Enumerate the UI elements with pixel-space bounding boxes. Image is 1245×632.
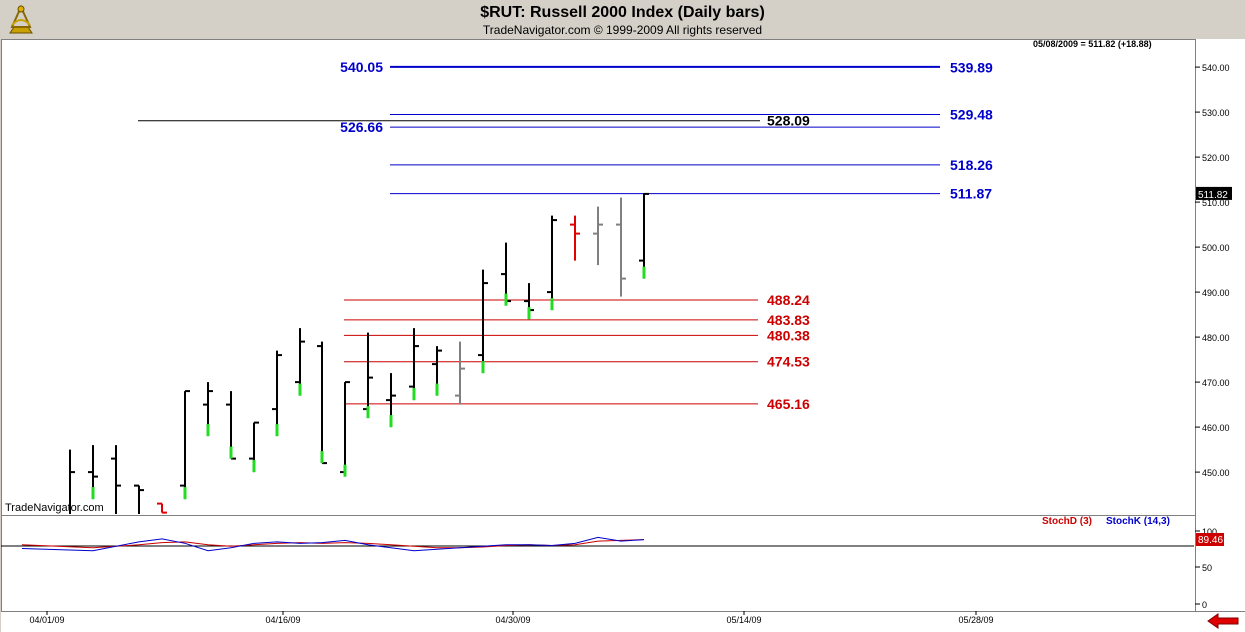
ohlc-bar <box>272 350 282 437</box>
stoch-current-box <box>1196 533 1224 546</box>
price-tick-label: 460.00 <box>1202 423 1230 433</box>
level-label: 488.24 <box>767 292 810 308</box>
level-lines: 540.05 539.89 529.48 528.09 526.66 518.26 511.… <box>138 59 993 412</box>
date-axis-labels: 04/01/09 04/16/09 04/30/09 05/14/09 05/28/09 <box>29 611 994 625</box>
stoch-k-legend: StochK (14,3) <box>1106 516 1170 527</box>
stoch-tick-label: 50 <box>1202 563 1212 573</box>
ohlc-bar <box>501 242 511 306</box>
ohlc-bar <box>317 341 327 465</box>
ohlc-bar <box>180 390 190 500</box>
price-tick-label: 480.00 <box>1202 333 1230 343</box>
stoch-current-label: 89.46 <box>1198 535 1223 546</box>
ohlc-bar <box>111 445 121 514</box>
ohlc-bar <box>386 373 396 428</box>
ohlc-bar <box>432 346 442 396</box>
ohlc-bar <box>157 502 167 514</box>
chart-header: $RUT: Russell 2000 Index (Daily bars) Tr… <box>0 0 1245 40</box>
copyright-subtitle: TradeNavigator.com © 1999-2009 All right… <box>482 23 763 37</box>
date-tick-label: 04/16/09 <box>265 615 300 625</box>
ohlc-bar <box>455 341 465 405</box>
level-label: 465.16 <box>767 396 810 412</box>
ohlc-bar <box>547 215 557 311</box>
current-price-label: 511.82 <box>1198 190 1228 201</box>
stochastic-axis-ticks: 100 50 0 89.46 <box>1195 527 1224 610</box>
ohlc-bar <box>478 269 488 374</box>
red-left-arrow-icon[interactable] <box>1206 612 1240 630</box>
ohlc-bar <box>524 283 534 320</box>
level-label: 529.48 <box>950 106 993 122</box>
ohlc-bars <box>69 192 649 514</box>
level-label: 474.53 <box>767 354 810 370</box>
ohlc-bar <box>134 484 144 514</box>
ohlc-bar <box>226 391 236 460</box>
watermark-text: TradeNavigator.com <box>5 502 104 514</box>
price-tick-label: 490.00 <box>1202 288 1230 298</box>
ohlc-bar <box>69 449 75 514</box>
stochastic-panel[interactable] <box>1 515 1196 613</box>
ohlc-bar <box>340 381 350 477</box>
price-readout: 05/08/2009 = 511.82 (+18.88) <box>1033 39 1152 49</box>
date-axis-strip <box>1 611 1245 632</box>
level-label: 511.87 <box>950 186 992 202</box>
level-label: 540.05 <box>340 59 383 75</box>
level-label: 518.26 <box>950 157 993 173</box>
ohlc-bar <box>639 192 649 279</box>
price-axis-ticks: 450.00 460.00 470.00 480.00 490.00 500.00 510.… <box>1195 63 1232 478</box>
level-label: 528.09 <box>767 113 810 129</box>
price-tick-label: 470.00 <box>1202 378 1230 388</box>
price-tick-label: 500.00 <box>1202 243 1230 253</box>
stoch-k-line <box>21 536 645 552</box>
ohlc-bar <box>409 328 419 401</box>
ohlc-bar <box>88 445 98 500</box>
ohlc-bar <box>593 206 603 266</box>
ohlc-bar <box>616 197 626 297</box>
stoch-tick-label: 100 <box>1202 527 1217 537</box>
price-tick-label: 510.00 <box>1202 198 1230 208</box>
date-tick-label: 05/14/09 <box>726 615 761 625</box>
ohlc-bar <box>249 421 259 473</box>
price-tick-label: 450.00 <box>1202 468 1230 478</box>
price-tick-label: 520.00 <box>1202 153 1230 163</box>
stoch-tick-label: 0 <box>1202 600 1207 610</box>
level-label: 480.38 <box>767 327 810 343</box>
price-panel[interactable] <box>1 39 1196 517</box>
y-axis-column <box>1195 39 1245 611</box>
current-price-box <box>1196 186 1232 200</box>
chart-title: $RUT: Russell 2000 Index (Daily bars) <box>480 4 765 21</box>
price-tick-label: 530.00 <box>1202 108 1230 118</box>
level-label: 483.83 <box>767 312 810 328</box>
stochastic-lines <box>1 536 1194 552</box>
date-tick-label: 05/28/09 <box>958 615 993 625</box>
date-tick-label: 04/30/09 <box>495 615 530 625</box>
ohlc-bar <box>203 382 213 437</box>
price-tick-label: 540.00 <box>1202 63 1230 73</box>
date-tick-label: 04/01/09 <box>29 615 64 625</box>
ohlc-bar <box>363 332 373 419</box>
level-label: 539.89 <box>950 60 993 76</box>
ohlc-bar <box>570 215 580 261</box>
sextant-logo-icon <box>9 4 33 34</box>
stoch-d-legend: StochD (3) <box>1042 516 1092 527</box>
level-label: 526.66 <box>340 119 383 135</box>
ohlc-bar <box>295 328 305 396</box>
